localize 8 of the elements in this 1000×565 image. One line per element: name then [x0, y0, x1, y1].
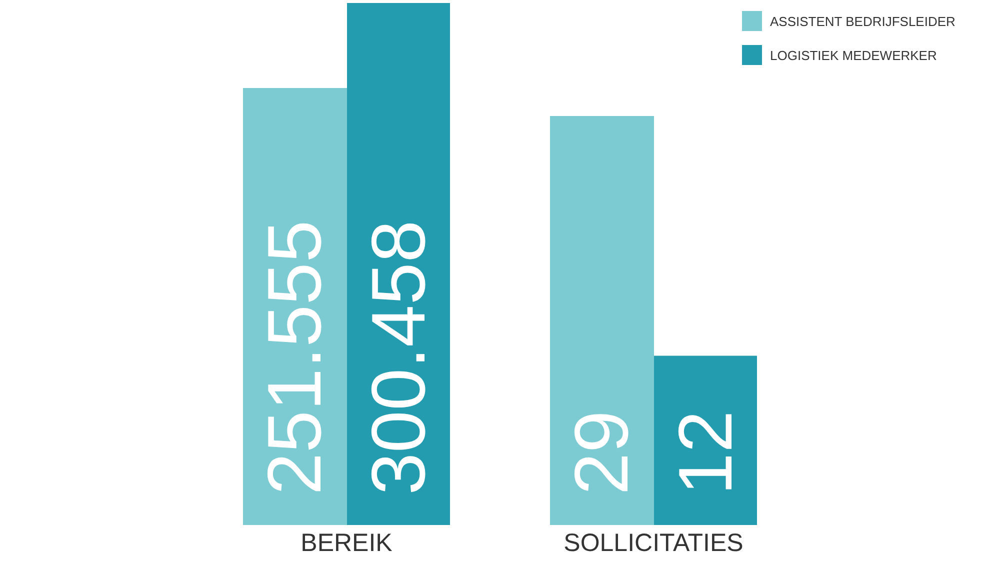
legend-label: ASSISTENT BEDRIJFSLEIDER: [770, 14, 956, 28]
x-tick-label: SOLLICITATIES: [564, 528, 744, 557]
x-tick-label: BEREIK: [300, 528, 393, 557]
data-label: 12: [664, 410, 748, 495]
data-label: 300.458: [356, 220, 442, 495]
data-label: 29: [560, 410, 644, 495]
data-label: 251.555: [252, 220, 338, 495]
legend-label: LOGISTIEK MEDEWERKER: [770, 48, 937, 62]
